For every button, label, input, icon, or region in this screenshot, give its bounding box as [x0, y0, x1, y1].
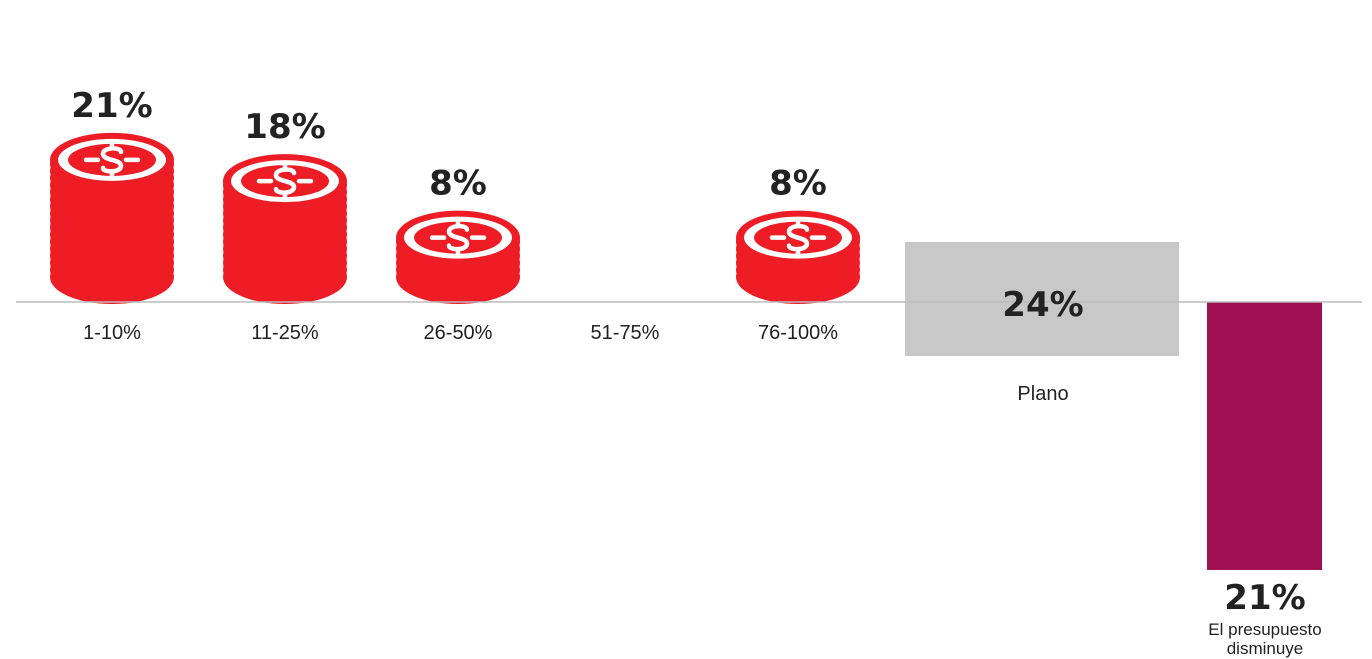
value-label-3: 8%	[429, 164, 487, 204]
category-label-decrease: El presupuesto disminuye	[1208, 620, 1321, 658]
dollar-sign-icon	[429, 217, 487, 258]
category-label-3: 26-50%	[424, 322, 493, 344]
value-label-1: 21%	[71, 86, 152, 126]
value-label-decrease: 21%	[1224, 578, 1305, 618]
bar-decrease	[1207, 302, 1322, 570]
value-label-5: 8%	[769, 164, 827, 204]
bar-flat	[905, 242, 1179, 356]
category-label-2: 11-25%	[251, 322, 319, 344]
bar-coin-stack-3	[396, 210, 520, 304]
dollar-sign-icon	[769, 217, 827, 258]
bar-coin-stack-5	[736, 210, 860, 304]
dollar-sign-icon	[256, 160, 314, 202]
category-label-5: 76-100%	[758, 322, 838, 344]
bar-coin-stack-1	[50, 132, 174, 304]
category-label-4: 51-75%	[591, 322, 660, 344]
value-label-flat: 24%	[1002, 285, 1083, 325]
dollar-sign-icon	[83, 139, 141, 181]
category-label-1: 1-10%	[83, 322, 141, 344]
value-label-2: 18%	[244, 107, 325, 147]
bar-coin-stack-2	[223, 154, 347, 304]
category-label-flat: Plano	[1017, 383, 1068, 405]
